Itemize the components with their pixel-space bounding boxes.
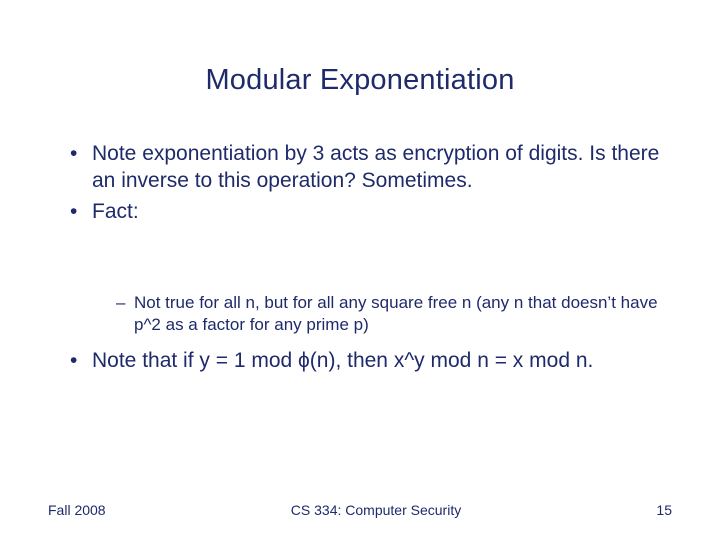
footer-course: CS 334: Computer Security	[96, 502, 657, 518]
bullet-list: Note exponentiation by 3 acts as encrypt…	[48, 141, 672, 226]
bullet-item: Note that if y = 1 mod ϕ(n), then x^y mo…	[70, 348, 672, 375]
sub-bullet-list: Not true for all n, but for all any squa…	[48, 292, 672, 336]
footer: Fall 2008 CS 334: Computer Security 15	[0, 502, 720, 518]
footer-page: 15	[656, 502, 672, 518]
bullet-item: Fact:	[70, 199, 672, 226]
bullet-list: Note that if y = 1 mod ϕ(n), then x^y mo…	[48, 348, 672, 375]
sub-bullet-item: Not true for all n, but for all any squa…	[116, 292, 672, 336]
bullet-item: Note exponentiation by 3 acts as encrypt…	[70, 141, 672, 195]
spacer	[48, 230, 672, 292]
slide-title: Modular Exponentiation	[48, 64, 672, 97]
slide: Modular Exponentiation Note exponentiati…	[0, 0, 720, 540]
